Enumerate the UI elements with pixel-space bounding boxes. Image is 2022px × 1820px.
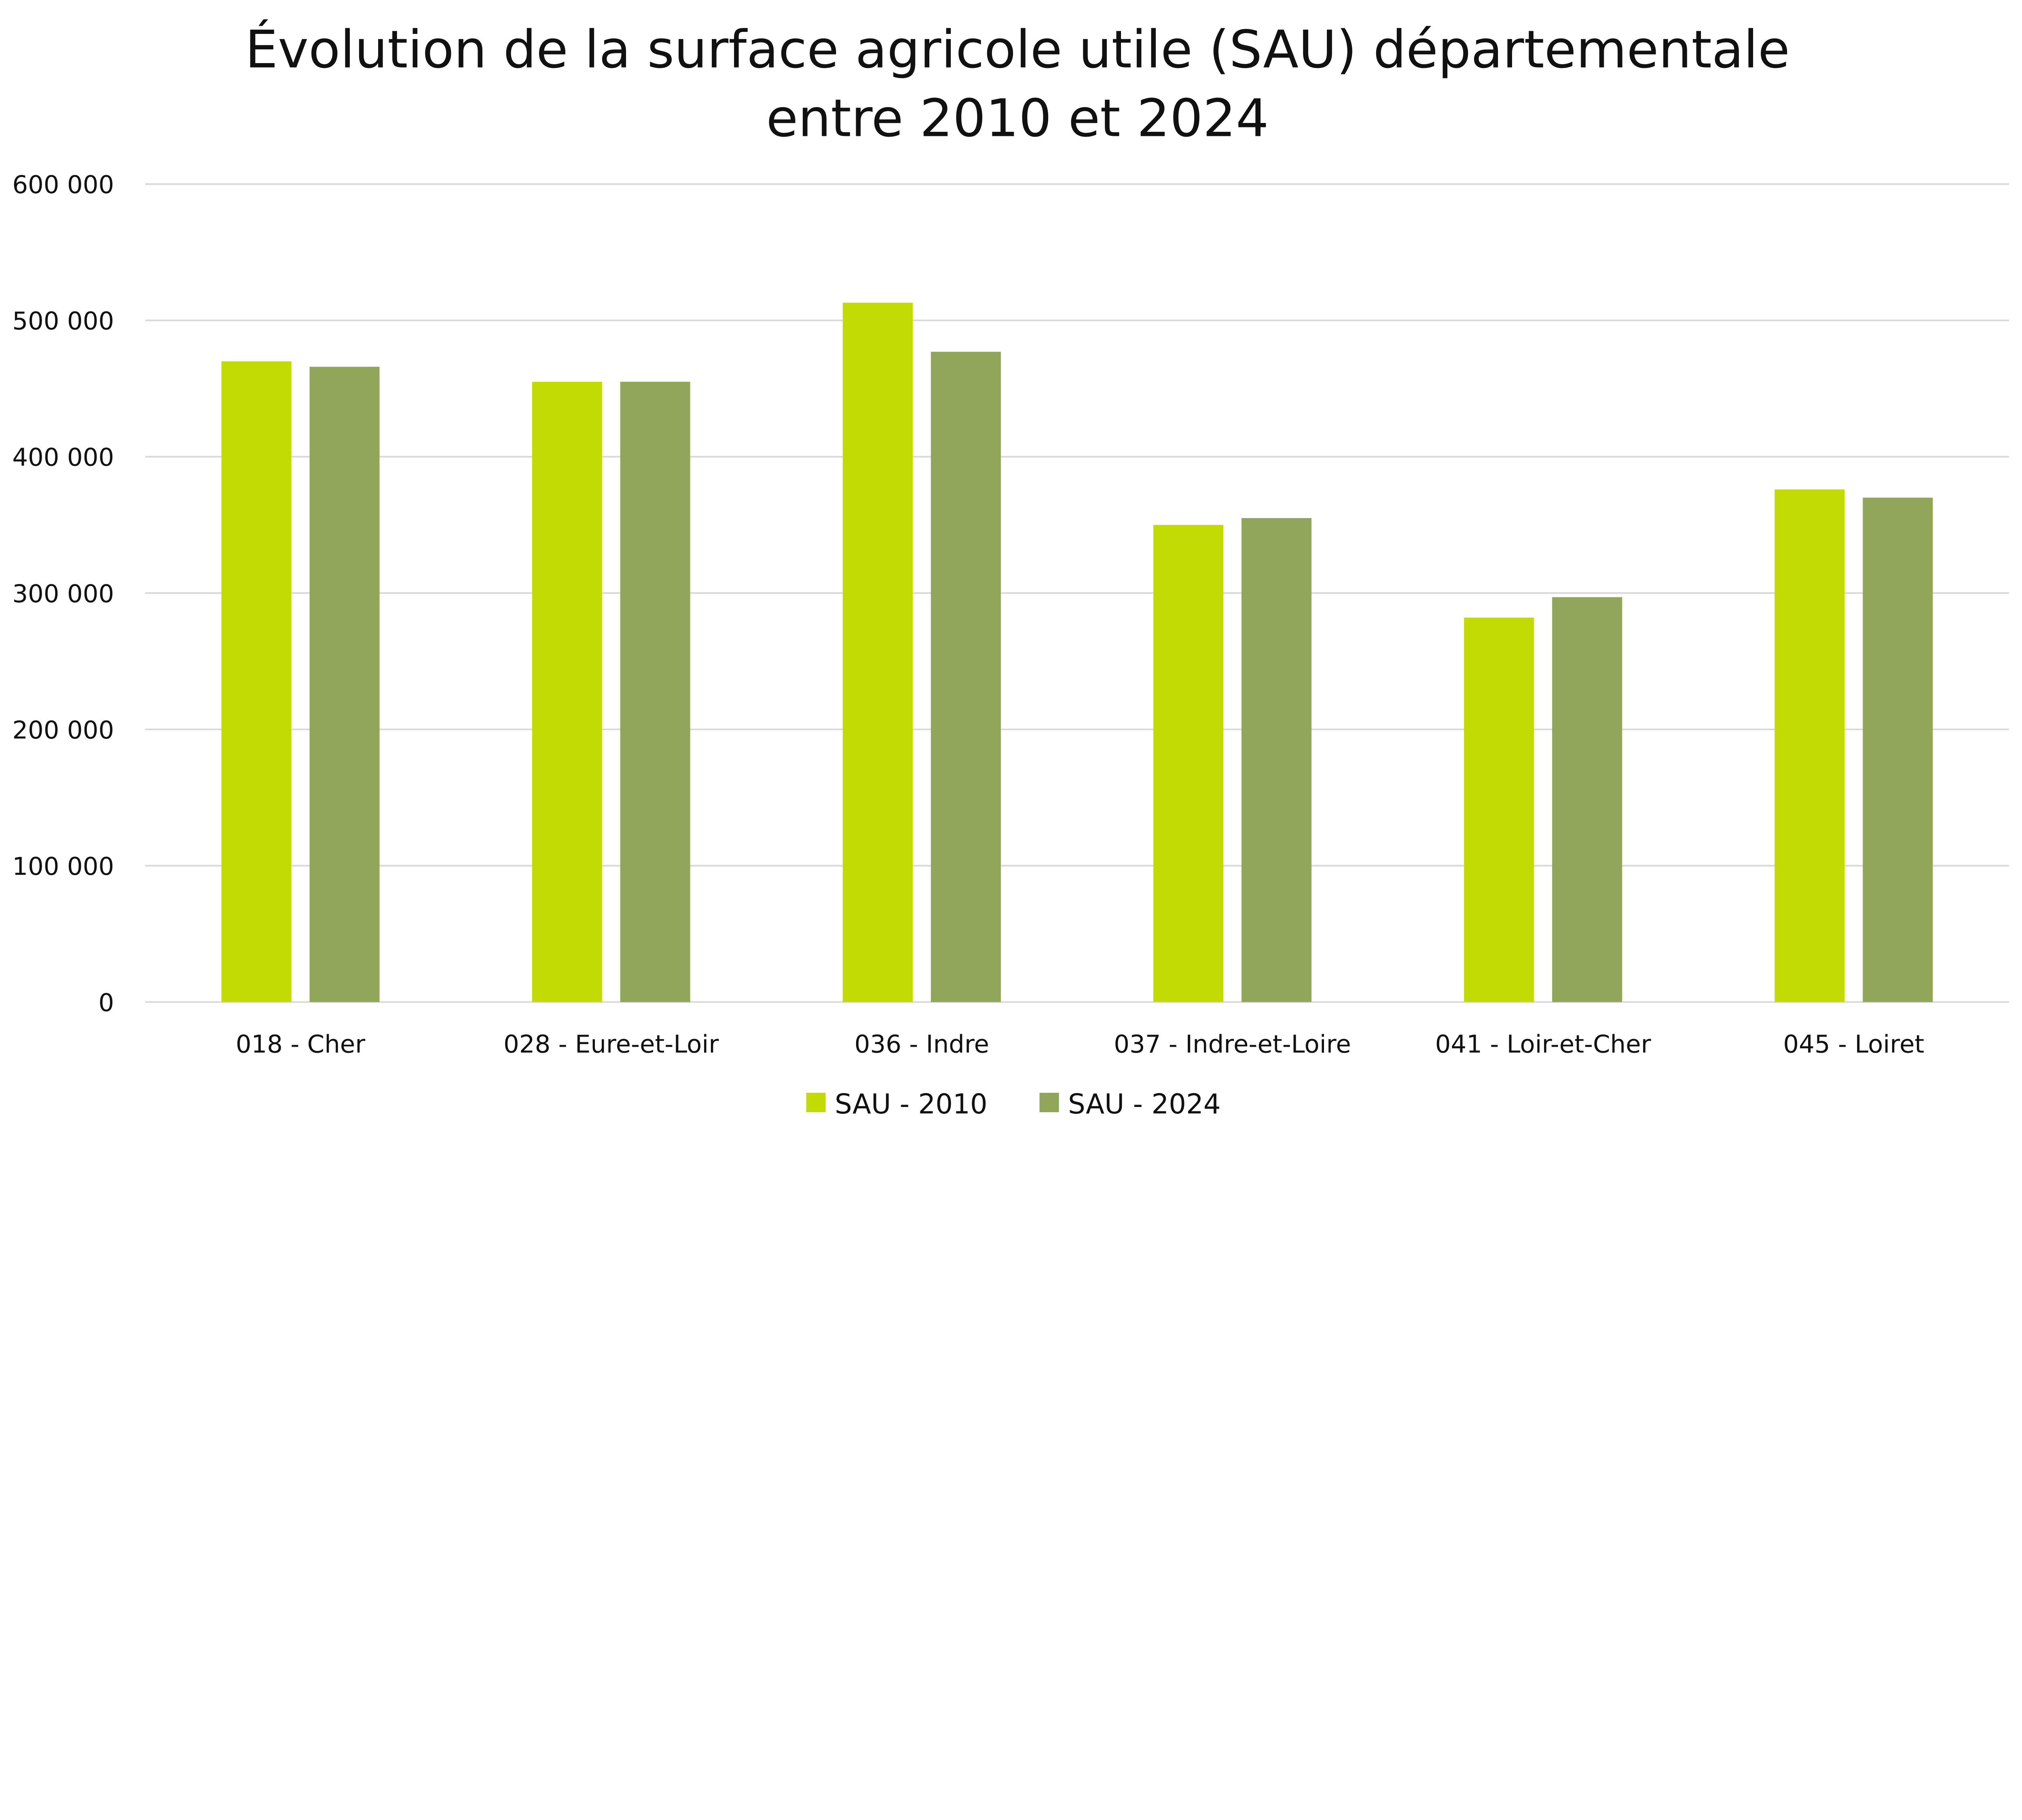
x-tick-label: 041 - Loir-et-Cher: [1435, 1030, 1652, 1059]
legend-swatch: [806, 1092, 826, 1112]
bar-2010: [1464, 618, 1534, 1002]
bar-2024: [931, 351, 1001, 1002]
bar-2024: [309, 366, 380, 1002]
grid: 0 100 000 200 000 300 000 400 000 500 000 600 …: [12, 171, 2009, 1017]
bar-2024: [1241, 518, 1312, 1002]
y-tick-label: 500 000: [12, 307, 114, 336]
y-tick-label: 300 000: [12, 580, 114, 608]
y-tick-label: 0: [98, 988, 114, 1017]
bar-2010: [221, 361, 292, 1002]
y-tick-label: 200 000: [12, 716, 114, 745]
bar-2024: [1863, 497, 1933, 1002]
y-tick-label: 400 000: [12, 443, 114, 472]
x-tick-label: 028 - Eure-et-Loir: [503, 1030, 719, 1059]
legend-label: SAU - 2024: [1068, 1088, 1221, 1120]
y-tick-label: 100 000: [12, 852, 114, 881]
bar-2010: [1153, 525, 1224, 1002]
legend-swatch: [1039, 1092, 1059, 1112]
x-tick-label: 037 - Indre-et-Loire: [1114, 1030, 1351, 1059]
x-tick-label: 018 - Cher: [236, 1030, 366, 1059]
bar-2024: [620, 381, 690, 1002]
legend: SAU - 2010 SAU - 2024: [806, 1088, 1221, 1120]
chart: Évolution de la surface agricole utile (…: [12, 19, 2009, 1120]
bars: [221, 303, 1933, 1002]
bar-2024: [1552, 597, 1622, 1002]
x-tick-label: 036 - Indre: [854, 1030, 989, 1059]
y-tick-label: 600 000: [12, 171, 114, 199]
x-tick-label: 045 - Loiret: [1783, 1030, 1924, 1059]
bar-2010: [842, 303, 913, 1002]
legend-label: SAU - 2010: [835, 1088, 988, 1120]
bar-2010: [532, 381, 602, 1002]
chart-title-line-2: entre 2010 et 2024: [766, 89, 1269, 149]
x-axis-labels: 018 - Cher 028 - Eure-et-Loir 036 - Indre 0…: [236, 1030, 1924, 1059]
bar-2010: [1775, 489, 1845, 1002]
chart-title-line-1: Évolution de la surface agricole utile (…: [245, 19, 1790, 80]
